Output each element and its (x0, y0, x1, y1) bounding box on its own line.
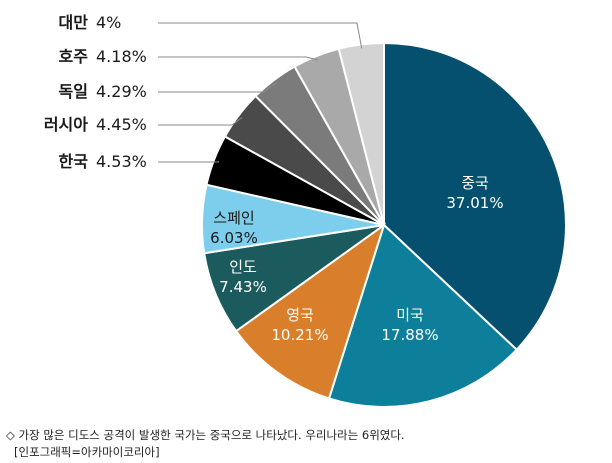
slice-2-inside (327, 223, 519, 408)
slice-10-label: 대만 (59, 13, 89, 32)
slice-6-label: 한국 (59, 152, 89, 171)
slice-7-leader-line (158, 117, 243, 126)
slice-10-value-label: 4% (96, 13, 121, 32)
slice-1-value-label: 37.01% (446, 194, 503, 212)
slice-3-value-label: 10.21% (271, 326, 328, 344)
slice-3-inside (234, 222, 386, 400)
slice-6-value-label: 4.53% (96, 152, 147, 171)
slice-8-leader-line (158, 82, 277, 93)
slice-7-value-label: 4.45% (96, 115, 147, 134)
slice-9-label: 호주 (59, 47, 89, 66)
slice-8-label: 독일 (59, 82, 88, 101)
slice-5-value-label: 6.03% (210, 229, 258, 247)
slice-6-leader-line (158, 160, 220, 163)
slice-4-label: 인도 (229, 258, 257, 276)
slice-9-value-label: 4.18% (96, 47, 147, 66)
chart-source: [인포그래픽=아카마이코리아] (14, 445, 160, 459)
slice-1-inside (383, 41, 567, 352)
slice-3-label: 영국 (286, 306, 314, 324)
slice-7-label: 러시아 (44, 115, 88, 134)
slice-4-value-label: 7.43% (219, 278, 267, 296)
chart-caption: ◇ 가장 많은 디도스 공격이 발생한 국가는 중국으로 나타났다. 우리나라는… (6, 428, 405, 442)
slice-1-label: 중국 (461, 174, 489, 192)
pie-chart: 중국 37.01% 미국 17.88% 영국 10.21% 인도 7.43% 스페인 6.03% 한… (44, 13, 567, 408)
slice-9-leader-line (158, 56, 318, 61)
slice-2-value-label: 17.88% (381, 326, 438, 344)
slice-5-label: 스페인 (213, 209, 254, 227)
slice-2-label: 미국 (396, 306, 424, 324)
slice-10-leader-line (158, 22, 363, 49)
slice-8-value-label: 4.29% (96, 82, 147, 101)
